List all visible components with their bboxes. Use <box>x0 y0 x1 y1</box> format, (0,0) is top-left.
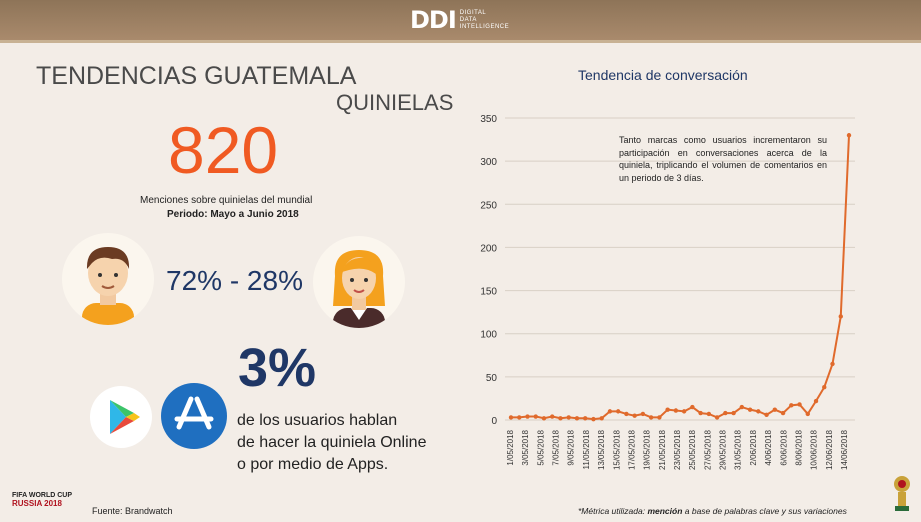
data-point <box>599 416 604 421</box>
data-point <box>756 409 761 414</box>
data-point <box>558 416 563 421</box>
x-tick-label: 31/05/2018 <box>734 429 743 470</box>
ddi-logo: DDI DIGITAL DATA INTELLIGENCE <box>410 6 509 34</box>
data-point <box>714 415 720 420</box>
data-point <box>607 409 613 414</box>
x-tick-label: 23/05/2018 <box>673 429 682 470</box>
data-point <box>681 409 687 414</box>
data-point <box>747 407 753 412</box>
mentions-period: Periodo: Mayo a Junio 2018 <box>167 209 299 220</box>
page-subtitle: QUINIELAS <box>336 90 454 115</box>
y-tick-label: 0 <box>491 416 497 427</box>
data-point <box>574 416 580 421</box>
data-point <box>541 416 547 421</box>
y-tick-label: 150 <box>480 287 497 298</box>
data-point <box>731 410 736 416</box>
x-tick-label: 9/05/2018 <box>567 429 576 465</box>
y-tick-label: 350 <box>480 114 497 125</box>
x-tick-label: 7/05/2018 <box>552 429 561 465</box>
x-tick-label: 12/06/2018 <box>825 429 834 470</box>
x-tick-label: 19/05/2018 <box>643 429 652 470</box>
data-point <box>648 415 654 420</box>
data-point <box>813 398 819 404</box>
data-point <box>698 410 703 416</box>
data-point <box>739 404 745 410</box>
gender-ratio: 72% - 28% <box>166 265 303 296</box>
mentions-caption: Menciones sobre quinielas del mundial <box>140 195 313 206</box>
data-point <box>665 407 670 412</box>
y-tick-label: 250 <box>480 200 497 211</box>
x-tick-label: 4/06/2018 <box>764 429 773 465</box>
y-tick-label: 100 <box>480 330 497 341</box>
y-tick-label: 300 <box>480 157 497 168</box>
x-tick-label: 17/05/2018 <box>627 429 636 470</box>
data-point <box>508 415 514 420</box>
data-point <box>706 411 712 417</box>
data-point <box>517 415 522 420</box>
x-tick-label: 6/06/2018 <box>779 429 788 465</box>
conversation-trend-chart: 0 50 100 150 200 250 300 350 1/05/2018 3/05/2018… <box>480 114 855 470</box>
page-title: TENDENCIAS GUATEMALA <box>36 62 357 90</box>
data-point <box>640 411 646 417</box>
x-tick-label: 8/06/2018 <box>794 429 803 465</box>
y-tick-label: 200 <box>480 243 497 254</box>
data-point <box>657 415 662 420</box>
data-point <box>780 410 786 416</box>
data-point <box>615 409 621 414</box>
data-point <box>624 411 629 417</box>
data-point <box>533 414 538 419</box>
data-point <box>830 361 835 367</box>
x-tick-label: 3/05/2018 <box>521 429 530 465</box>
data-point <box>838 314 843 319</box>
metric-note: *Métrica utilizada: mención a base de pa… <box>578 506 847 516</box>
data-point <box>797 402 802 407</box>
data-point <box>846 133 852 138</box>
world-cup-trophy-icon <box>894 476 910 511</box>
x-tick-label: 10/06/2018 <box>810 429 819 470</box>
data-point <box>591 416 596 422</box>
data-point <box>690 404 695 410</box>
data-point <box>632 413 637 418</box>
data-point <box>789 403 794 408</box>
y-tick-label: 50 <box>486 373 498 384</box>
x-tick-label: 15/05/2018 <box>612 429 621 470</box>
x-tick-label: 29/05/2018 <box>719 429 728 470</box>
data-point <box>673 408 679 413</box>
data-point <box>582 416 588 421</box>
data-point <box>822 385 827 390</box>
x-tick-label: 11/05/2018 <box>582 429 591 469</box>
logo-mark: DDI <box>410 6 457 34</box>
chart-title: Tendencia de conversación <box>578 67 748 83</box>
x-tick-label: 27/05/2018 <box>703 429 712 470</box>
fifa-logo: FIFA WORLD CUP RUSSIA 2018 <box>12 492 73 508</box>
google-play-icon <box>90 386 152 448</box>
chart-annotation: Tanto marcas como usuarios incrementaron… <box>619 135 827 183</box>
data-point <box>723 410 728 416</box>
data-point <box>566 415 571 420</box>
apps-description: de los usuarios hablan de hacer la quini… <box>237 412 427 473</box>
x-tick-label: 1/05/2018 <box>506 429 515 465</box>
data-point <box>772 407 778 412</box>
logo-text: DIGITAL DATA INTELLIGENCE <box>459 9 510 30</box>
data-point <box>525 414 530 419</box>
top-banner: DDI DIGITAL DATA INTELLIGENCE <box>0 0 921 43</box>
data-point <box>805 411 810 417</box>
x-tick-label: 21/05/2018 <box>658 429 667 470</box>
x-tick-label: 5/05/2018 <box>536 429 545 465</box>
app-store-icon <box>161 383 227 449</box>
male-avatar-icon <box>62 233 154 325</box>
data-point <box>550 414 555 419</box>
x-tick-label: 25/05/2018 <box>688 429 697 470</box>
apps-percent: 3% <box>238 338 317 398</box>
female-avatar-icon <box>313 236 405 328</box>
source-label: Fuente: Brandwatch <box>92 506 173 516</box>
x-tick-label: 13/05/2018 <box>597 429 606 470</box>
x-tick-label: 2/06/2018 <box>749 429 758 465</box>
mentions-count: 820 <box>168 113 279 187</box>
data-point <box>764 412 769 418</box>
x-tick-label: 14/06/2018 <box>840 429 849 470</box>
